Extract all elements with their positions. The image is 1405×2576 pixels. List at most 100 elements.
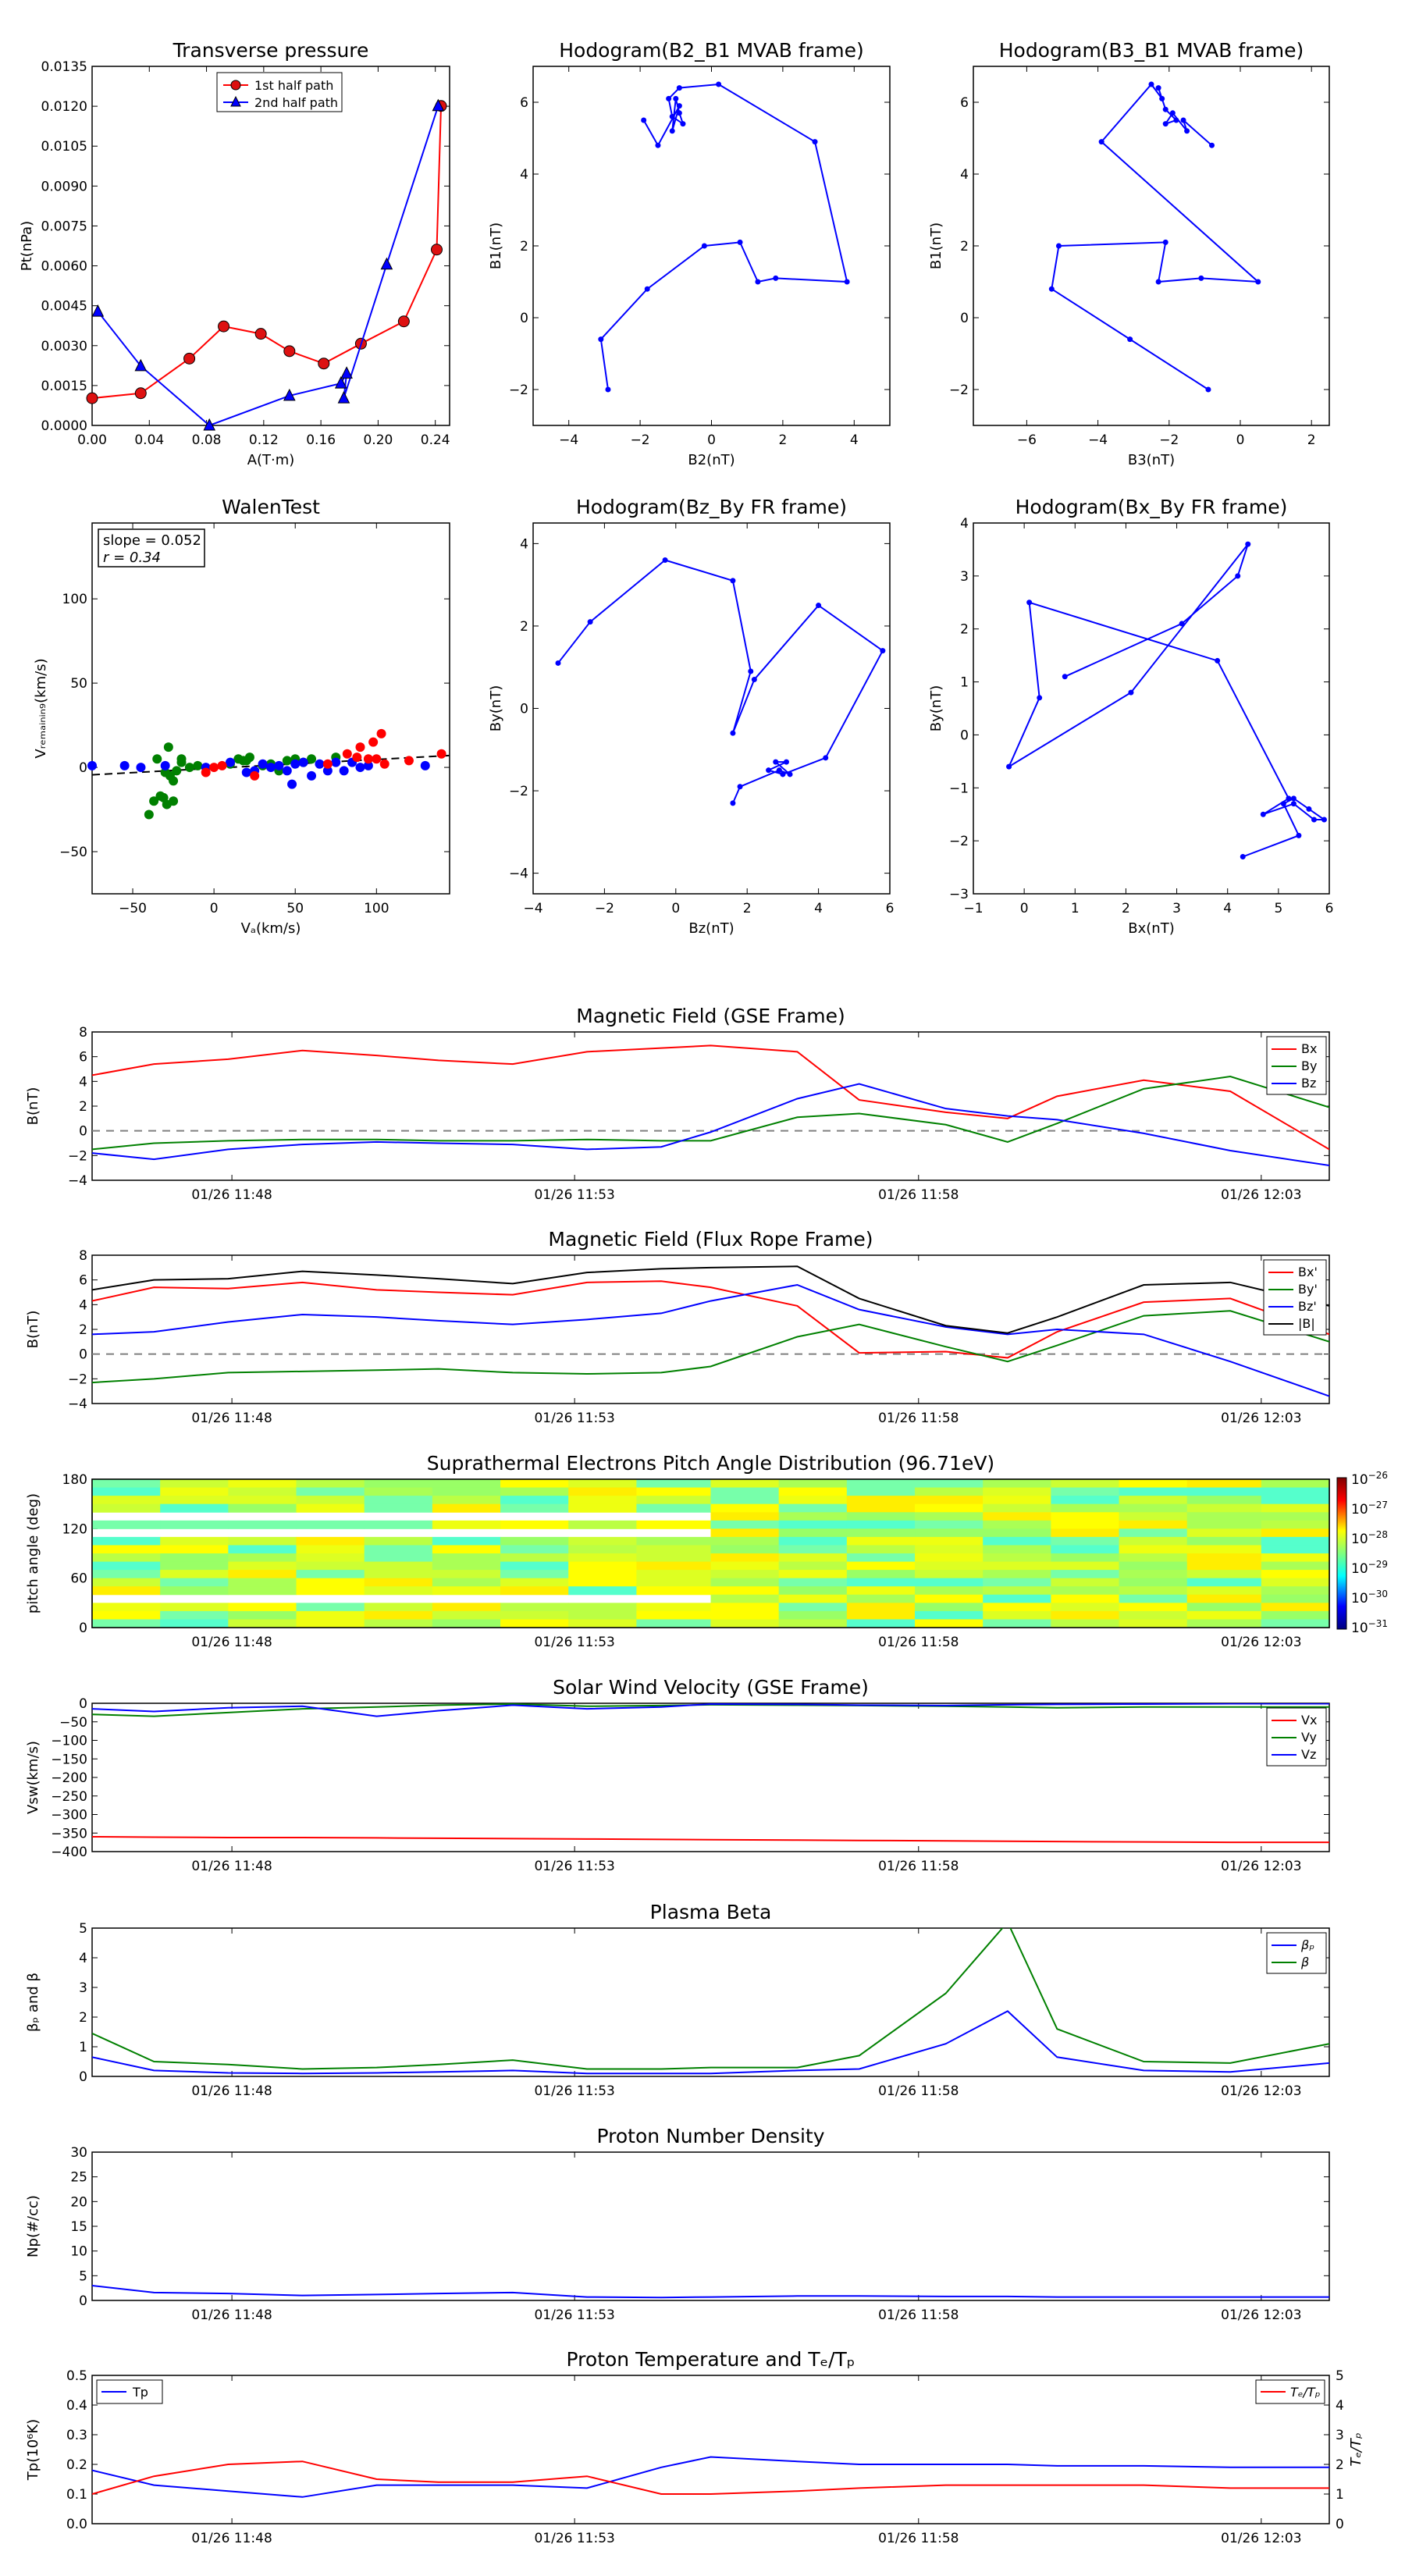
heatmap-cell <box>1186 1561 1262 1571</box>
x-tick-label: 01/26 11:48 <box>191 2083 272 2099</box>
heatmap-cell <box>1186 1619 1262 1628</box>
data-point <box>134 387 147 400</box>
heatmap-cell <box>1119 1561 1188 1571</box>
y-tick-label: 0.4 <box>66 2398 87 2414</box>
heatmap-cell <box>228 1553 297 1563</box>
x-tick-label: 0 <box>1020 901 1029 916</box>
y-tick-label: −4 <box>68 1397 87 1412</box>
data-point <box>372 754 382 764</box>
heatmap-cell <box>160 1619 229 1628</box>
heatmap-cell <box>228 1479 297 1489</box>
data-point <box>737 239 743 245</box>
data-point <box>86 392 98 404</box>
y-tick-label: −2 <box>509 784 528 799</box>
heatmap-cell <box>778 1520 848 1529</box>
y-tick-label: 0.0 <box>66 2517 87 2532</box>
legend-label: By <box>1301 1059 1317 1073</box>
heatmap-cell <box>1119 1503 1188 1513</box>
series-Vx <box>92 1836 1329 1844</box>
data-point <box>1280 801 1286 807</box>
series-TeTp <box>92 2460 1329 2495</box>
heatmap-cell <box>1186 1578 1262 1587</box>
heatmap-cell <box>228 1520 297 1529</box>
heatmap-cell <box>364 1503 433 1513</box>
heatmap-cell <box>568 1496 637 1505</box>
data-point <box>673 95 679 101</box>
data-point <box>290 759 301 769</box>
heatmap-cell <box>1051 1487 1120 1496</box>
x-tick-label: 01/26 11:53 <box>534 2531 614 2546</box>
data-point <box>203 418 216 431</box>
heatmap-cell <box>710 1561 780 1571</box>
heatmap-cell <box>846 1553 916 1563</box>
chart-title: WalenTest <box>222 496 320 518</box>
data-point <box>598 336 604 343</box>
heatmap-cell <box>636 1545 711 1554</box>
data-point <box>1184 128 1190 134</box>
chart-walen: WalenTest −50 0 50 100 Vₐ(km/s) Vᵣₑₘₐᵢₙᵢₙ₉(km/… <box>33 496 450 937</box>
y-tick-label: 2 <box>520 239 528 254</box>
heatmap-cell <box>846 1561 916 1571</box>
heatmap-cell <box>92 1570 161 1579</box>
heatmap-cell <box>568 1503 637 1513</box>
y-tick-label: 6 <box>960 95 969 111</box>
y-tick-label: 1 <box>79 2040 87 2055</box>
y-tick-label: 0 <box>520 311 528 326</box>
heatmap-cell <box>636 1503 711 1513</box>
heatmap-cell <box>915 1578 984 1587</box>
heatmap-cell <box>778 1594 848 1603</box>
data-point <box>1209 142 1215 148</box>
heatmap-cell <box>778 1536 848 1546</box>
plot-frame <box>91 1478 1330 1628</box>
heatmap-cell <box>500 1536 569 1546</box>
chart-title: Hodogram(B2_B1 MVAB frame) <box>559 39 864 62</box>
y-tick-label: 20 <box>70 2194 87 2210</box>
y-tick-label: 6 <box>79 1273 87 1289</box>
data-point <box>1127 336 1133 343</box>
heatmap-cell <box>710 1512 780 1521</box>
heatmap-cell <box>1186 1553 1262 1563</box>
x-tick-label: 4 <box>814 901 823 916</box>
r-annotation: r = 0.34 <box>103 550 161 566</box>
heatmap-cell <box>710 1610 780 1620</box>
series-line <box>1007 543 1327 858</box>
y-tick-label: 6 <box>79 1050 87 1066</box>
data-point <box>1179 621 1185 627</box>
right-tick-label: 1 <box>1336 2487 1344 2503</box>
series-line <box>557 559 884 804</box>
y-tick-label: 0 <box>520 702 528 717</box>
x-tick-label: 01/26 12:03 <box>1221 1859 1301 1874</box>
series-line <box>91 105 443 400</box>
data-point <box>274 760 284 770</box>
heatmap-cell <box>846 1496 916 1505</box>
slope-annotation: slope = 0.052 <box>103 532 201 549</box>
y-tick-label: −50 <box>59 1715 87 1731</box>
heatmap-cell <box>364 1603 433 1612</box>
heatmap-cell <box>364 1536 433 1546</box>
heatmap-cell <box>500 1545 569 1554</box>
heatmap-cell <box>710 1570 780 1579</box>
heatmap-cell <box>568 1586 637 1596</box>
data-point <box>787 771 793 777</box>
colorbar-label: 10−30 <box>1351 1589 1388 1606</box>
heatmap-cell <box>636 1479 711 1489</box>
heatmap-cell <box>1051 1603 1120 1612</box>
heatmap-cell <box>500 1487 569 1496</box>
heatmap-cell <box>1119 1545 1188 1554</box>
data-point <box>152 754 162 764</box>
y-tick-label: 5 <box>79 1921 87 1937</box>
chart-h1: Hodogram(B2_B1 MVAB frame) −4 −2 0 2 4 B2(nT) B… <box>488 39 891 468</box>
heatmap-cell <box>778 1553 848 1563</box>
series-Bz <box>92 1083 1329 1166</box>
right-tick-label: 4 <box>1336 2398 1344 2414</box>
y-tick-label: −300 <box>51 1808 87 1823</box>
data-point <box>172 766 182 776</box>
y-tick-label: 0 <box>79 1696 87 1712</box>
heatmap-cell <box>778 1545 848 1554</box>
heatmap-cell <box>710 1578 780 1587</box>
heatmap-cell <box>160 1610 229 1620</box>
heatmap-cell <box>432 1479 501 1489</box>
plot-frame <box>973 522 1330 895</box>
y-tick-label: 0 <box>79 2293 87 2309</box>
heatmap-cell <box>983 1512 1051 1521</box>
